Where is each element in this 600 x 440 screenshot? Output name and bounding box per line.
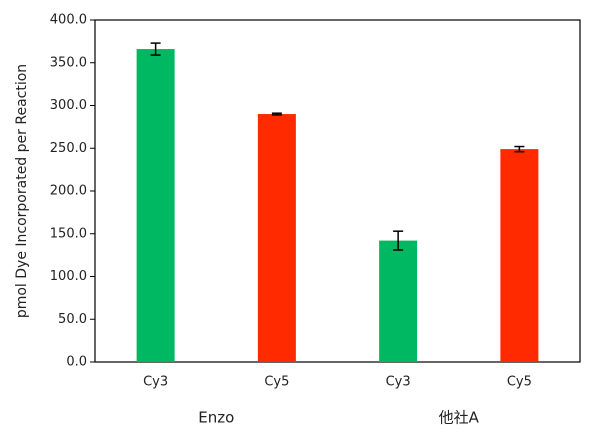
y-tick-label: 250.0: [50, 141, 87, 156]
y-tick-label: 400.0: [50, 13, 87, 28]
x-tick-label: Cy5: [507, 375, 532, 390]
error-bar: [393, 230, 404, 251]
y-tick-label: 300.0: [50, 98, 87, 113]
y-tick-label: 100.0: [50, 269, 87, 284]
error-bar: [150, 42, 161, 56]
bar: [257, 114, 296, 362]
group-label: 他社A: [439, 409, 480, 427]
group-label: Enzo: [198, 409, 234, 427]
bar: [136, 49, 175, 362]
y-tick-label: 200.0: [50, 184, 87, 199]
error-bar: [271, 112, 282, 116]
bar: [379, 240, 418, 362]
x-tick-label: Cy3: [143, 375, 168, 390]
x-tick-label: Cy3: [386, 375, 411, 390]
x-tick-label: Cy5: [264, 375, 289, 390]
error-bar: [514, 145, 525, 153]
bar: [500, 149, 539, 362]
y-axis-label: pmol Dye Incorporated per Reaction: [14, 64, 30, 318]
y-tick-label: 0.0: [66, 355, 87, 370]
y-tick-label: 150.0: [50, 226, 87, 241]
y-tick-label: 50.0: [58, 312, 87, 327]
y-tick-label: 350.0: [50, 55, 87, 70]
